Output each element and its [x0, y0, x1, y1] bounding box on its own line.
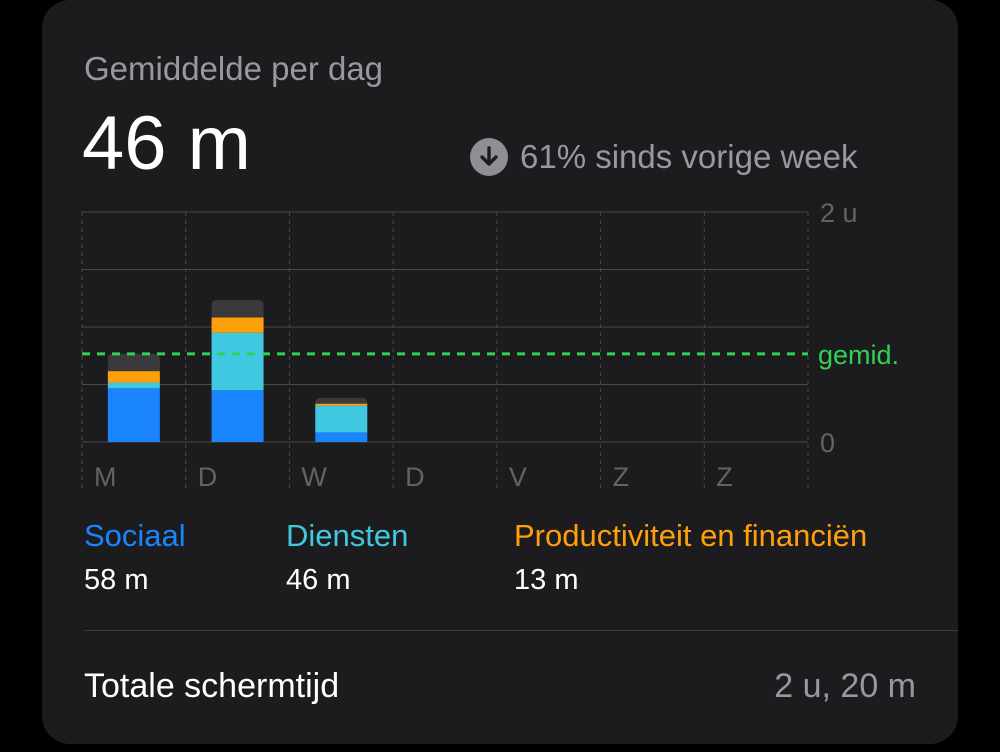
- weekly-change: 61% sinds vorige week: [470, 138, 858, 176]
- total-screen-time-label: Totale schermtijd: [84, 667, 340, 705]
- bar-segment-2-0: [315, 432, 368, 442]
- legend-productivity-name: Productiviteit en financiën: [514, 518, 868, 553]
- average-per-day-label: Gemiddelde per dag: [84, 50, 384, 87]
- legend-social-value: 58 m: [84, 564, 149, 596]
- bar-segment-1-3: [211, 300, 264, 318]
- x-tick-label: V: [509, 462, 527, 492]
- bar-segment-1-1: [211, 332, 264, 391]
- bar-segment-1-2: [211, 317, 264, 333]
- x-tick-label: M: [94, 462, 117, 492]
- bar-segment-2-1: [315, 405, 368, 433]
- average-value: 46 m: [82, 101, 251, 186]
- x-tick-label: D: [405, 462, 425, 492]
- bar-segment-0-0: [107, 388, 160, 442]
- x-tick-label: Z: [613, 462, 630, 492]
- bar-segment-2-2: [315, 403, 368, 406]
- x-tick-label: Z: [716, 462, 733, 492]
- bar-segment-0-1: [107, 382, 160, 389]
- divider: [84, 630, 958, 631]
- legend-productivity: Productiviteit en financiën 13 m: [514, 518, 867, 597]
- weekly-change-text: 61% sinds vorige week: [520, 138, 858, 175]
- legend-productivity-value: 13 m: [514, 564, 579, 596]
- legend-services-name: Diensten: [286, 518, 409, 553]
- x-tick-label: W: [301, 462, 327, 492]
- screen-time-card: [42, 0, 958, 744]
- bar-segment-0-2: [107, 371, 160, 383]
- y-tick-label: 0: [820, 428, 835, 458]
- bar-segment-2-3: [315, 397, 368, 404]
- total-screen-time-value: 2 u, 20 m: [774, 667, 916, 705]
- legend-social-name: Sociaal: [84, 518, 186, 553]
- legend-services: Diensten 46 m: [286, 518, 408, 597]
- bar-segment-0-3: [107, 353, 160, 372]
- average-label: gemid.: [818, 340, 899, 370]
- arrow-down-circle-icon: [470, 138, 508, 176]
- x-tick-label: D: [198, 462, 218, 492]
- legend-social: Sociaal 58 m: [84, 518, 186, 597]
- y-tick-label: 2 u: [820, 198, 858, 228]
- legend-services-value: 46 m: [286, 564, 351, 596]
- bar-segment-1-0: [211, 390, 264, 442]
